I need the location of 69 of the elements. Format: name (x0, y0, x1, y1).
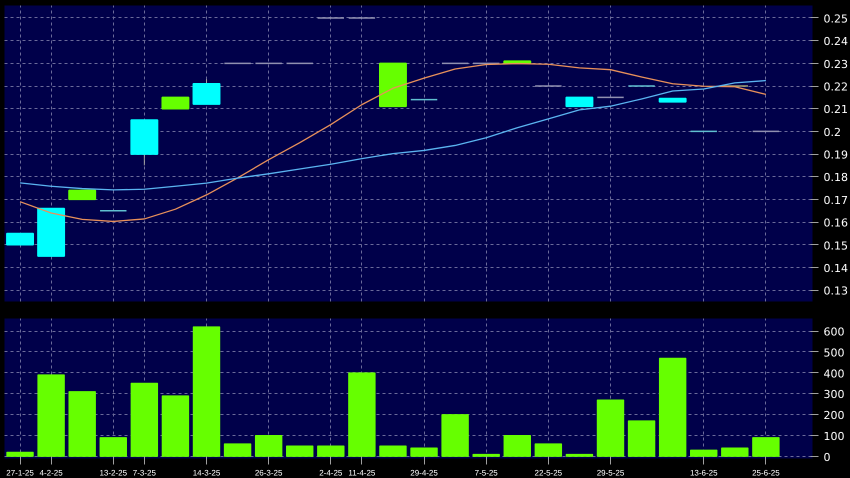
y-tick-label: 400 (824, 367, 844, 380)
candlestick (379, 62, 407, 108)
y-tick-label: 0.23 (824, 58, 848, 71)
y-tick-label: 0.19 (824, 148, 848, 162)
bar (504, 435, 531, 457)
x-tick-label: 7-5-25 (474, 468, 498, 478)
bar (566, 454, 594, 457)
y-tick-label: 0 (824, 450, 830, 464)
y-tick-label: 0.22 (824, 80, 848, 94)
x-tick-label: 29-5-25 (596, 468, 625, 478)
bar (441, 414, 469, 457)
x-tick-label: 2-4-25 (319, 468, 343, 478)
y-tick-label: 100 (824, 430, 844, 444)
bar (100, 437, 127, 457)
bar (224, 443, 252, 457)
bar (690, 450, 718, 457)
bar (596, 399, 624, 457)
x-tick-label: 25-6-25 (752, 468, 780, 478)
y-tick-label: 0.16 (824, 216, 848, 230)
y-tick-label: 0.18 (824, 171, 848, 184)
bar (286, 445, 314, 457)
candlestick (565, 96, 594, 108)
candlestick (161, 96, 190, 110)
candlestick (68, 190, 96, 200)
candlestick (37, 208, 66, 257)
bar (534, 443, 562, 457)
bar (410, 448, 438, 457)
x-tick-label: 13-2-25 (99, 468, 128, 478)
bar (162, 395, 190, 457)
x-tick-label: 13-6-25 (690, 468, 718, 478)
y-tick-label: 500 (824, 346, 844, 360)
candlestick (130, 119, 158, 166)
x-tick-label: 26-3-25 (254, 468, 283, 478)
x-tick-label: 27-1-25 (6, 468, 34, 478)
x-tick-label: 29-4-25 (410, 468, 438, 478)
bar (752, 437, 780, 457)
candlestick (6, 232, 34, 246)
x-tick-label: 14-3-25 (192, 468, 221, 478)
bar (254, 435, 282, 457)
y-tick-label: 0.25 (824, 12, 848, 26)
y-tick-label: 0.13 (824, 284, 848, 298)
y-tick-label: 300 (824, 388, 844, 402)
y-tick-label: 0.21 (824, 103, 848, 116)
bar (658, 358, 686, 457)
bar (68, 391, 96, 457)
bar (628, 420, 656, 457)
y-tick-label: 200 (824, 409, 844, 422)
bar (348, 372, 376, 457)
bar (192, 326, 220, 457)
y-tick-label: 0.17 (824, 194, 848, 207)
bar (379, 445, 407, 457)
candlestick (658, 98, 687, 103)
y-tick-label: 0.2 (824, 126, 841, 139)
y-tick-label: 0.14 (824, 262, 848, 275)
x-tick-label: 22-5-25 (534, 468, 563, 478)
y-tick-label: 600 (824, 326, 844, 339)
y-tick-label: 0.15 (824, 239, 848, 252)
x-tick-label: 11-4-25 (348, 468, 376, 478)
bar (130, 382, 158, 457)
line-series (19, 62, 767, 222)
bar (317, 445, 345, 457)
y-tick-label: 0.24 (824, 35, 848, 48)
bar (37, 374, 65, 457)
bar (6, 452, 34, 457)
x-tick-label: 7-3-25 (132, 468, 156, 478)
x-tick-label: 4-2-25 (40, 468, 64, 478)
line-series (19, 80, 767, 191)
bar (472, 454, 500, 457)
bar (721, 448, 749, 457)
